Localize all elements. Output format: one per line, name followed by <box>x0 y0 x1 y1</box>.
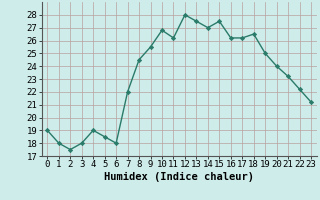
X-axis label: Humidex (Indice chaleur): Humidex (Indice chaleur) <box>104 172 254 182</box>
